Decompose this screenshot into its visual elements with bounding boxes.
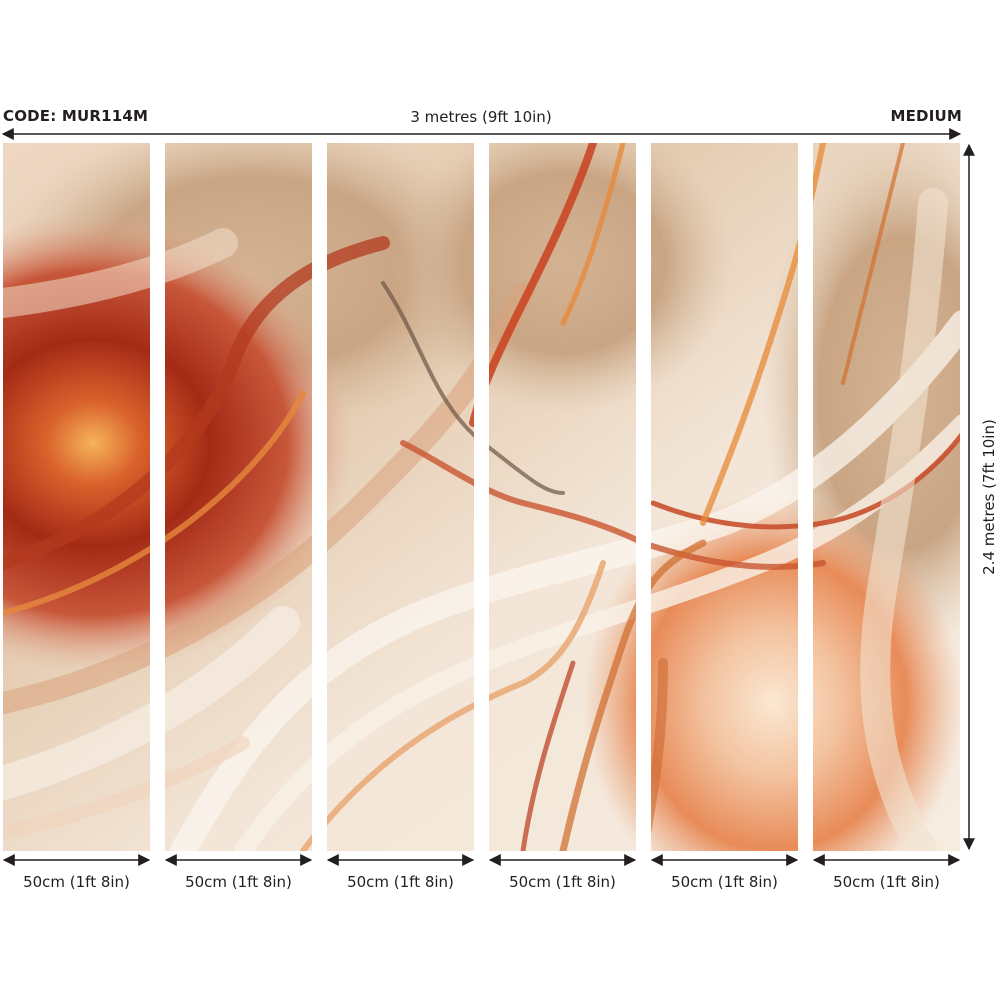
mural-panel — [327, 143, 474, 851]
mural-panel — [165, 143, 312, 851]
panel-width-label: 50cm (1ft 8in) — [509, 873, 616, 891]
total-width-text: 3 metres (9ft 10in) — [404, 108, 558, 126]
mural-panel — [3, 143, 150, 851]
panel-width-label: 50cm (1ft 8in) — [185, 873, 292, 891]
panel-width-label: 50cm (1ft 8in) — [347, 873, 454, 891]
product-code: CODE: MUR114M — [3, 106, 153, 126]
total-width-label: 3 metres (9ft 10in) — [0, 107, 962, 127]
total-height-label: 2.4 metres (7ft 10in) — [980, 419, 998, 575]
mural-panel — [813, 143, 960, 851]
mural-panel — [651, 143, 798, 851]
panel-width-label: 50cm (1ft 8in) — [23, 873, 130, 891]
panel-width-label: 50cm (1ft 8in) — [671, 873, 778, 891]
size-label: MEDIUM — [886, 106, 962, 126]
panel-width-label: 50cm (1ft 8in) — [833, 873, 940, 891]
mural-panel — [489, 143, 636, 851]
